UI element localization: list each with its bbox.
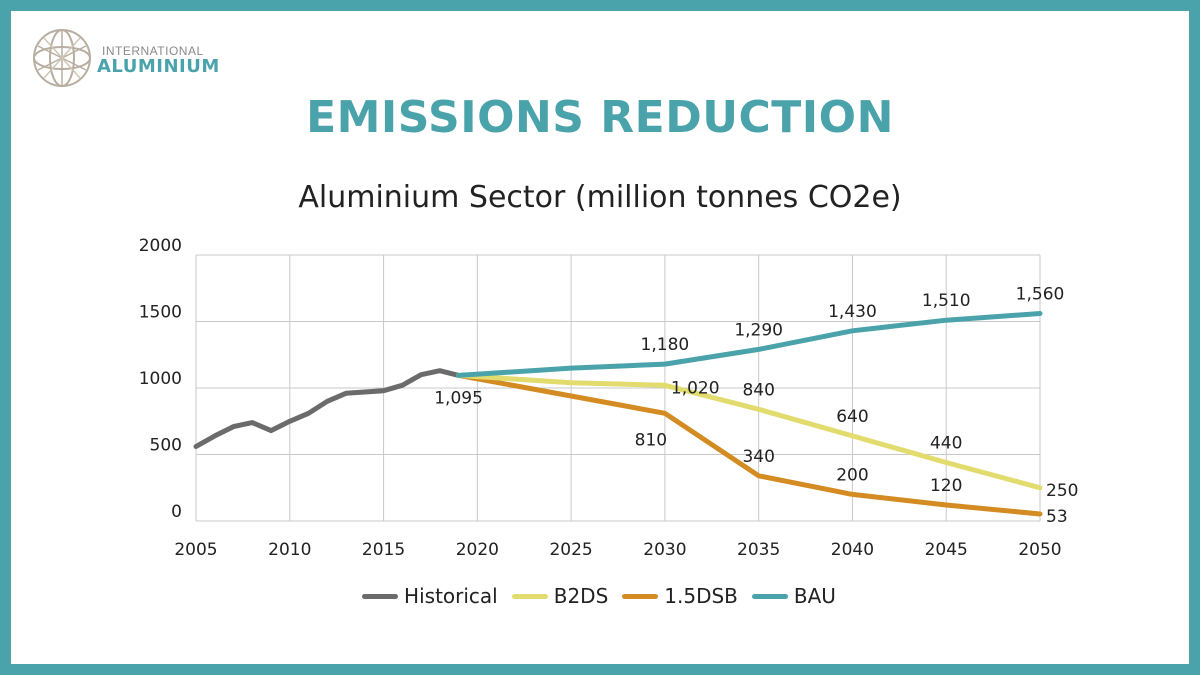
data-label: 53: [1046, 507, 1068, 527]
legend-swatch: [362, 593, 399, 599]
x-tick-label: 2015: [362, 540, 405, 560]
y-tick-label: 500: [150, 436, 182, 456]
y-tick-label: 2000: [139, 236, 182, 256]
data-label: 1,020: [671, 378, 720, 398]
data-label: 640: [836, 407, 868, 427]
legend-item: BAU: [751, 584, 836, 608]
legend-swatch: [751, 593, 788, 599]
legend-item: 1.5DSB: [622, 584, 738, 608]
data-label: 1,180: [641, 335, 690, 355]
y-tick-label: 1500: [139, 303, 182, 323]
globe-icon: [33, 29, 91, 87]
x-tick-label: 2040: [831, 540, 874, 560]
x-tick-label: 2050: [1018, 540, 1061, 560]
chart-title: Aluminium Sector (million tonnes CO2e): [298, 180, 902, 215]
data-label: 1,095: [434, 388, 483, 408]
logo-main-text: ALUMINIUM: [97, 56, 220, 77]
tick-layer: 2005 2010 2015 2020 2025 2030 2035 2040 2045 2050…: [139, 236, 1062, 560]
data-label: 1,430: [828, 302, 877, 322]
legend-swatch: [511, 593, 548, 599]
x-tick-label: 2020: [456, 540, 499, 560]
data-label-layer: 1,095 1,180 1,290 1,430 1,510 1,560 1,020 840 64…: [434, 285, 1078, 527]
legend-label: Historical: [404, 584, 498, 608]
page-title: EMISSIONS REDUCTION: [306, 92, 894, 143]
legend-label: BAU: [793, 584, 836, 608]
data-label: 200: [836, 465, 868, 485]
data-label: 440: [930, 433, 962, 453]
x-tick-label: 2030: [643, 540, 686, 560]
data-label: 1,510: [922, 291, 971, 311]
legend-label: B2DS: [553, 584, 609, 608]
data-label: 120: [930, 476, 962, 496]
chart-legend: Historical B2DS 1.5DSB BAU: [0, 584, 1200, 608]
y-tick-label: 0: [171, 502, 182, 522]
series-line-historical: [193, 368, 462, 449]
series-layer: [193, 311, 1043, 517]
grid-layer: [195, 254, 1041, 522]
y-tick-label: 1000: [139, 369, 182, 389]
data-label: 1,290: [734, 320, 783, 340]
legend-label: 1.5DSB: [664, 584, 738, 608]
legend-item: Historical: [362, 584, 498, 608]
legend-swatch: [622, 593, 659, 599]
x-tick-label: 2035: [737, 540, 780, 560]
legend-item: B2DS: [511, 584, 609, 608]
data-label: 1,560: [1016, 285, 1065, 305]
data-label: 810: [635, 430, 667, 450]
x-tick-label: 2025: [549, 540, 592, 560]
data-label: 250: [1046, 481, 1078, 501]
data-label: 840: [742, 380, 774, 400]
logo-top-text: INTERNATIONAL: [102, 44, 204, 58]
data-label: 340: [742, 447, 774, 467]
x-tick-label: 2010: [268, 540, 311, 560]
x-tick-label: 2005: [174, 540, 217, 560]
logo: INTERNATIONAL ALUMINIUM: [30, 26, 230, 92]
x-tick-label: 2045: [925, 540, 968, 560]
